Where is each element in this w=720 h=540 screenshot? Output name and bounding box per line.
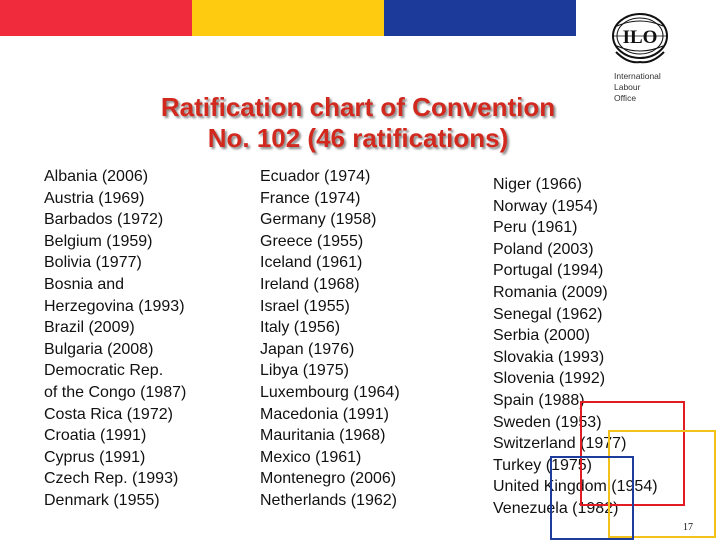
country-entry: Slovakia (1993) <box>493 348 605 366</box>
country-entry: Belgium (1959) <box>44 232 153 250</box>
color-band-blue <box>384 0 576 36</box>
country-entry: Senegal (1962) <box>493 305 603 323</box>
organization-line: International <box>614 71 661 81</box>
country-entry: United Kingdom (1954) <box>493 478 658 496</box>
country-entry: Israel (1955) <box>260 297 350 315</box>
country-entry: Libya (1975) <box>260 362 349 380</box>
decorative-square-yellow <box>608 430 716 538</box>
country-entry: Spain (1988) <box>493 391 585 409</box>
country-entry: Bosnia and <box>44 275 125 293</box>
title-line: No. 102 (46 ratifications) <box>207 123 509 153</box>
color-band-yellow <box>192 0 384 36</box>
country-entry: Denmark (1955) <box>44 491 160 509</box>
country-entry: Montenegro (2006) <box>260 470 397 488</box>
ilo-globe-icon: ILO <box>612 13 668 64</box>
country-entry: Barbados (1972) <box>44 211 164 229</box>
title-line: Ratification chart of Convention <box>160 92 556 122</box>
country-entry: Bolivia (1977) <box>44 254 142 272</box>
country-entry: Niger (1966) <box>493 176 582 193</box>
country-entry: Czech Rep. (1993) <box>44 470 179 488</box>
country-entry: of the Congo (1987) <box>44 383 187 401</box>
country-entry: Albania (2006) <box>44 168 149 185</box>
page-title: Ratification chart of Convention No. 102… <box>120 92 596 154</box>
organization-line: Office <box>614 93 637 103</box>
country-entry: Ireland (1968) <box>260 275 360 293</box>
country-entry: Romania (2009) <box>493 283 608 301</box>
country-entry: Peru (1961) <box>493 219 578 237</box>
country-column-3: Niger (1966) Norway (1954) Peru (1961) P… <box>493 174 658 520</box>
country-entry: Herzegovina (1993) <box>44 297 185 315</box>
country-entry: Mexico (1961) <box>260 448 362 466</box>
country-column-2: Ecuador (1974) France (1974) Germany (19… <box>260 166 400 512</box>
country-entry: Macedonia (1991) <box>260 405 389 423</box>
country-entry: Slovenia (1992) <box>493 370 606 388</box>
country-entry: Iceland (1961) <box>260 254 363 272</box>
page-number: 17 <box>683 522 693 533</box>
decorative-square-blue <box>550 456 634 540</box>
country-entry: Mauritania (1968) <box>260 427 386 445</box>
country-entry: Greece (1955) <box>260 232 364 250</box>
country-entry: Cyprus (1991) <box>44 448 146 466</box>
country-entry: Costa Rica (1972) <box>44 405 173 423</box>
country-entry: Germany (1958) <box>260 211 377 229</box>
country-entry: Bulgaria (2008) <box>44 340 154 358</box>
country-entry: Norway (1954) <box>493 197 598 215</box>
country-entry: Brazil (2009) <box>44 319 135 337</box>
country-entry: Poland (2003) <box>493 240 594 258</box>
logo-text: ILO <box>623 27 658 48</box>
country-entry: Ecuador (1974) <box>260 168 371 185</box>
country-entry: Luxembourg (1964) <box>260 383 400 401</box>
country-entry: Netherlands (1962) <box>260 491 397 509</box>
ilo-logo: ILO <box>608 12 672 64</box>
organization-name: International Labour Office <box>614 71 661 104</box>
country-entry: Japan (1976) <box>260 340 355 358</box>
country-entry: Croatia (1991) <box>44 427 147 445</box>
country-entry: Democratic Rep. <box>44 362 164 380</box>
organization-line: Labour <box>614 82 641 92</box>
country-entry: France (1974) <box>260 189 361 207</box>
color-band-red <box>0 0 192 36</box>
country-entry: Austria (1969) <box>44 189 145 207</box>
country-entry: Portugal (1994) <box>493 262 604 280</box>
country-entry: Turkey (1975) <box>493 456 592 474</box>
country-entry: Italy (1956) <box>260 319 341 337</box>
country-column-1: Albania (2006) Austria (1969) Barbados (… <box>44 166 186 512</box>
country-entry: Serbia (2000) <box>493 327 590 345</box>
country-entry: Switzerland (1977) <box>493 435 627 453</box>
country-entry: Sweden (1953) <box>493 413 602 431</box>
